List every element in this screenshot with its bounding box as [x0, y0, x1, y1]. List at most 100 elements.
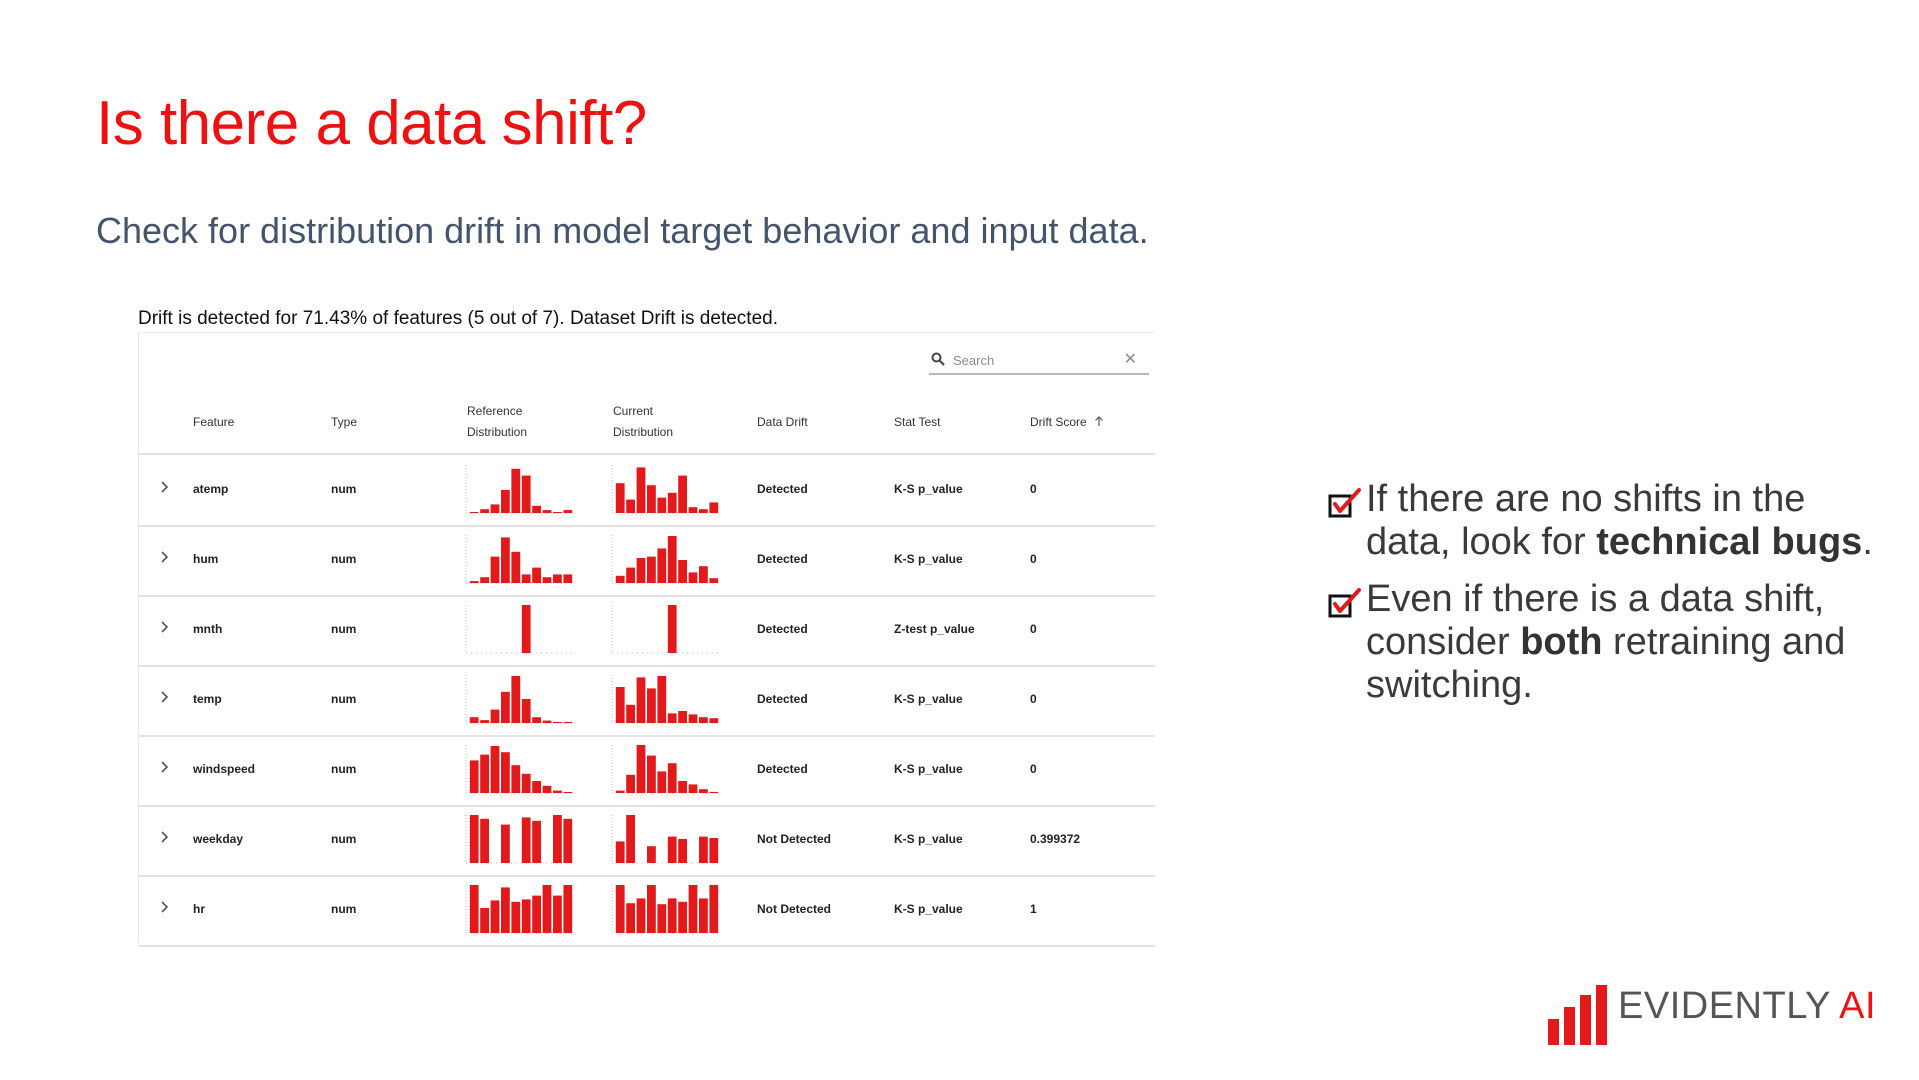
current-distribution-chart — [611, 535, 721, 584]
takeaway-emphasis: technical bugs — [1596, 521, 1863, 563]
column-header-drift-score[interactable]: Drift Score — [1030, 412, 1104, 433]
hist-bar — [490, 900, 500, 933]
hist-bar — [667, 763, 677, 793]
search-input[interactable]: Search ✕ — [929, 349, 1149, 375]
takeaway-item: If there are no shifts in the data, look… — [1328, 478, 1888, 564]
hist-bar — [667, 713, 677, 723]
column-header-stat-test[interactable]: Stat Test — [894, 415, 941, 429]
hist-bar — [699, 509, 708, 513]
chevron-right-icon[interactable] — [153, 545, 177, 569]
cell-stat-test: K-S p_value — [894, 832, 963, 846]
chevron-right-icon[interactable] — [153, 755, 177, 779]
table-row[interactable]: hum num Detected K-S p_value 0 — [139, 525, 1155, 597]
logo-text: EVIDENTLY AI — [1618, 985, 1876, 1028]
chevron-right-icon[interactable] — [153, 615, 177, 639]
cell-data-drift: Detected — [757, 692, 808, 706]
hist-bar — [501, 752, 510, 793]
hist-bar — [688, 572, 698, 583]
reference-distribution-chart — [465, 465, 575, 514]
hist-bar — [615, 790, 625, 793]
cell-feature: temp — [193, 692, 222, 706]
hist-bar — [563, 574, 573, 583]
hist-bar — [709, 838, 719, 863]
hist-bar — [532, 505, 541, 513]
hist-bar — [709, 792, 719, 793]
arrow-up-icon — [1095, 416, 1103, 426]
column-header-data-drift[interactable]: Data Drift — [757, 415, 808, 429]
hist-bar — [678, 901, 687, 933]
chevron-right-icon[interactable] — [153, 895, 177, 919]
cell-data-drift: Not Detected — [757, 902, 832, 916]
table-header: Feature Type Reference Distribution Curr… — [139, 393, 1155, 455]
cell-type: num — [331, 552, 357, 566]
hist-bar — [501, 490, 510, 513]
hist-bar — [553, 815, 562, 863]
checkbox-checked-icon — [1328, 486, 1362, 529]
hist-bar — [511, 901, 521, 933]
hist-bar — [542, 510, 552, 513]
hist-bar — [490, 746, 500, 793]
cell-data-drift: Detected — [757, 622, 808, 636]
hist-bar — [626, 567, 635, 583]
cell-feature: hum — [193, 552, 219, 566]
hist-bar — [636, 558, 646, 583]
cell-data-drift: Detected — [757, 762, 808, 776]
hist-bar — [699, 836, 708, 863]
hist-bar — [657, 771, 667, 793]
chevron-right-icon[interactable] — [153, 475, 177, 499]
hist-bar — [542, 785, 552, 793]
hist-bar — [501, 824, 510, 863]
hist-bar — [667, 605, 677, 653]
hist-bar — [615, 687, 625, 723]
cell-feature: atemp — [193, 482, 229, 496]
hist-bar — [657, 904, 667, 933]
hist-bar — [657, 497, 667, 513]
hist-bar — [709, 502, 719, 513]
table-row[interactable]: temp num Detected K-S p_value 0 — [139, 665, 1155, 737]
column-header-current-line2: Distribution — [613, 425, 674, 439]
table-row[interactable]: windspeed num Detected K-S p_value 0 — [139, 735, 1155, 807]
hist-bar — [678, 839, 687, 863]
cell-type: num — [331, 762, 357, 776]
hist-bar — [647, 556, 656, 583]
hist-bar — [469, 760, 479, 793]
hist-bar — [626, 815, 635, 863]
hist-bar — [636, 467, 646, 513]
hist-bar — [511, 676, 521, 723]
table-row[interactable]: weekday num Not Detected K-S p_value 0.39937… — [139, 805, 1155, 877]
reference-distribution-chart — [465, 605, 575, 654]
reference-distribution-chart — [465, 815, 575, 864]
close-icon[interactable]: ✕ — [1123, 351, 1137, 368]
column-header-type[interactable]: Type — [331, 415, 358, 429]
hist-bar — [688, 507, 698, 513]
hist-bar — [678, 711, 687, 723]
cell-drift-score: 0 — [1030, 622, 1037, 636]
hist-bar — [657, 548, 667, 583]
table-row[interactable]: hr num Not Detected K-S p_value 1 — [139, 875, 1155, 947]
current-distribution-chart — [611, 885, 721, 934]
current-distribution-chart — [611, 605, 721, 654]
hist-bar — [480, 754, 489, 793]
hist-bar — [532, 820, 541, 863]
hist-bar — [480, 908, 489, 933]
chevron-right-icon[interactable] — [153, 825, 177, 849]
column-header-current[interactable]: Current Distribution — [613, 401, 673, 443]
hist-bar — [647, 846, 656, 863]
takeaway-text: Even if there is a data shift, consider — [1366, 578, 1825, 663]
hist-bar — [563, 792, 573, 793]
cell-stat-test: K-S p_value — [894, 762, 963, 776]
cell-feature: hr — [193, 902, 205, 916]
chevron-right-icon[interactable] — [153, 685, 177, 709]
cell-drift-score: 0.399372 — [1030, 832, 1081, 846]
hist-bar — [469, 815, 479, 863]
table-row[interactable]: atemp num Detected K-S p_value 0 — [139, 455, 1155, 527]
hist-bar — [521, 817, 531, 863]
column-header-reference[interactable]: Reference Distribution — [467, 401, 527, 443]
table-row[interactable]: mnth num Detected Z-test p_value 0 — [139, 595, 1155, 667]
column-header-feature[interactable]: Feature — [193, 415, 235, 429]
hist-bar — [469, 581, 479, 583]
hist-bar — [521, 773, 531, 793]
hist-bar — [490, 504, 500, 513]
hist-bar — [636, 898, 646, 933]
hist-bar — [709, 885, 719, 933]
